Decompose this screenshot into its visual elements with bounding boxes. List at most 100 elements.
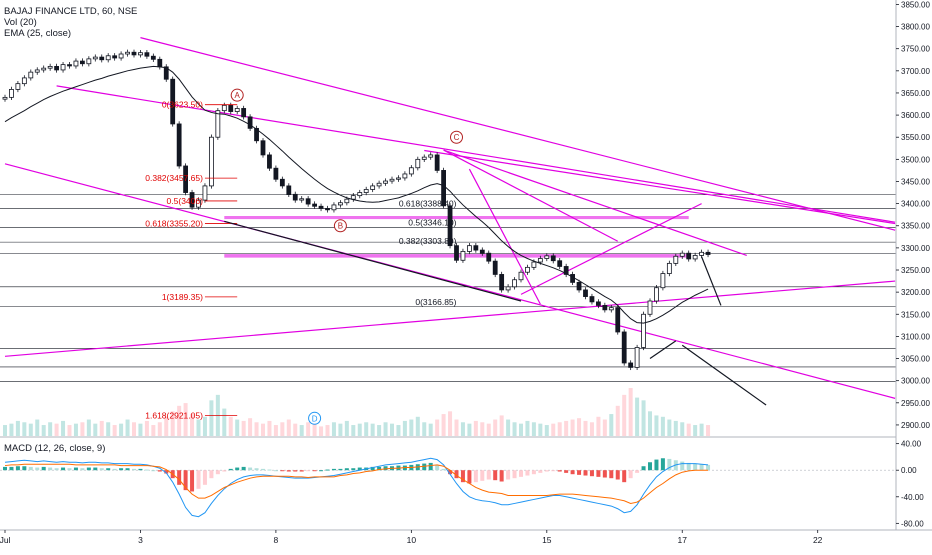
fib-label: 0.382(3457.65)	[145, 173, 203, 183]
volume-bar	[267, 420, 272, 436]
volume-bar	[177, 405, 182, 436]
fib-label: 1.618(2921.05)	[145, 411, 203, 421]
volume-bar	[693, 425, 698, 436]
candle-body	[628, 362, 634, 368]
candle-body	[73, 60, 79, 67]
macd-histogram-bar	[622, 470, 627, 483]
candle-body	[118, 53, 124, 59]
time-tick-label: 3	[138, 535, 143, 545]
chart-legend: BAJAJ FINANCE LTD, 60, NSE Vol (20) EMA …	[4, 6, 137, 39]
candle-body	[305, 198, 311, 205]
volume-bar	[512, 422, 517, 436]
candle-body	[525, 266, 530, 273]
volume-bar	[112, 425, 117, 436]
macd-histogram-bar	[628, 470, 633, 479]
volume-bar	[486, 423, 491, 436]
price-tick-label: 3450.00	[901, 177, 930, 186]
macd-histogram-bar	[351, 468, 356, 471]
volume-bar	[15, 420, 20, 436]
macd-tick-label: -80.00	[901, 519, 924, 528]
macd-histogram-bar	[499, 470, 504, 482]
volume-bar	[119, 423, 124, 436]
candle-body	[563, 266, 569, 275]
macd-histogram-bar	[428, 462, 433, 471]
candle-body	[273, 167, 279, 180]
volume-bar	[448, 411, 453, 436]
price-tick-label: 3200.00	[901, 288, 930, 297]
candle-body	[208, 136, 214, 187]
candle-body	[28, 71, 34, 79]
macd-histogram-bar	[3, 466, 7, 471]
macd-histogram-bar	[280, 470, 285, 472]
candle-body	[228, 104, 234, 112]
candle-body	[331, 204, 337, 211]
candle-body	[34, 69, 40, 73]
macd-histogram-bar	[183, 470, 188, 491]
volume-bar	[493, 419, 498, 436]
volume-bar	[248, 418, 253, 436]
candle-body	[350, 195, 356, 200]
candle-body	[512, 279, 517, 288]
volume-bar	[73, 423, 78, 436]
arrow-line	[649, 340, 677, 360]
price-tick-label: 3300.00	[901, 244, 930, 253]
trend-line	[4, 163, 896, 399]
macd-legend: MACD (12, 26, close, 9)	[4, 443, 105, 454]
macd-histogram-bar	[190, 470, 195, 492]
macd-histogram-bar	[312, 470, 317, 472]
candle-body	[138, 52, 143, 56]
candle-body	[325, 208, 330, 211]
candle-body	[402, 173, 408, 179]
volume-bar	[409, 419, 414, 436]
macd-histogram-bar	[41, 466, 46, 471]
volume-bar	[138, 423, 143, 436]
volume-bar	[402, 420, 407, 436]
macd-histogram-bar	[577, 470, 582, 475]
macd-histogram-bar	[667, 458, 672, 471]
macd-histogram-bar	[589, 470, 594, 477]
candle-body	[41, 67, 47, 71]
macd-pane	[0, 436, 896, 518]
candles	[2, 49, 711, 371]
volume-bar	[86, 419, 91, 436]
volume-bar	[615, 405, 620, 436]
volume-bar	[673, 420, 678, 436]
volume-bar	[331, 422, 336, 436]
macd-histogram-bar	[435, 464, 440, 471]
wave-label: D	[312, 414, 318, 423]
volume-bar	[506, 419, 511, 436]
macd-histogram-bar	[609, 470, 614, 479]
wave-label: A	[235, 91, 241, 100]
time-tick-label: 10	[407, 535, 417, 545]
candle-body	[383, 180, 388, 184]
candle-body	[537, 258, 543, 263]
candle-body	[389, 178, 395, 182]
candle-body	[86, 58, 92, 65]
candle-body	[215, 110, 221, 138]
signal-line	[4, 463, 709, 504]
candle-body	[486, 252, 492, 262]
time-tick-label: 8	[274, 535, 279, 545]
volume-bar	[209, 400, 214, 436]
candle-body	[80, 60, 85, 65]
candle-body	[479, 249, 485, 254]
macd-histogram-bar	[164, 470, 169, 474]
candle-body	[9, 89, 14, 98]
volume-bar	[254, 422, 259, 436]
fib-label: 0.5(3406)	[167, 196, 204, 206]
macd-histogram-bar	[519, 470, 523, 477]
candle-body	[254, 127, 259, 142]
candle-body	[92, 56, 98, 60]
macd-histogram-bar	[22, 466, 27, 471]
candle-body	[596, 301, 601, 306]
volume-bar	[383, 422, 388, 436]
volume-bar	[164, 416, 169, 436]
wave-marker	[333, 219, 347, 233]
candle-body	[396, 177, 401, 180]
candle-body	[505, 286, 511, 291]
candle-body	[428, 154, 434, 158]
macd-histogram-bar	[531, 470, 536, 475]
